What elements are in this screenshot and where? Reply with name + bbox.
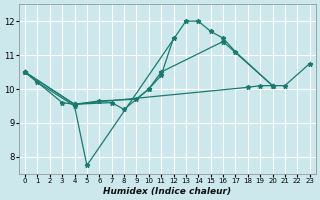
X-axis label: Humidex (Indice chaleur): Humidex (Indice chaleur) [103, 187, 231, 196]
